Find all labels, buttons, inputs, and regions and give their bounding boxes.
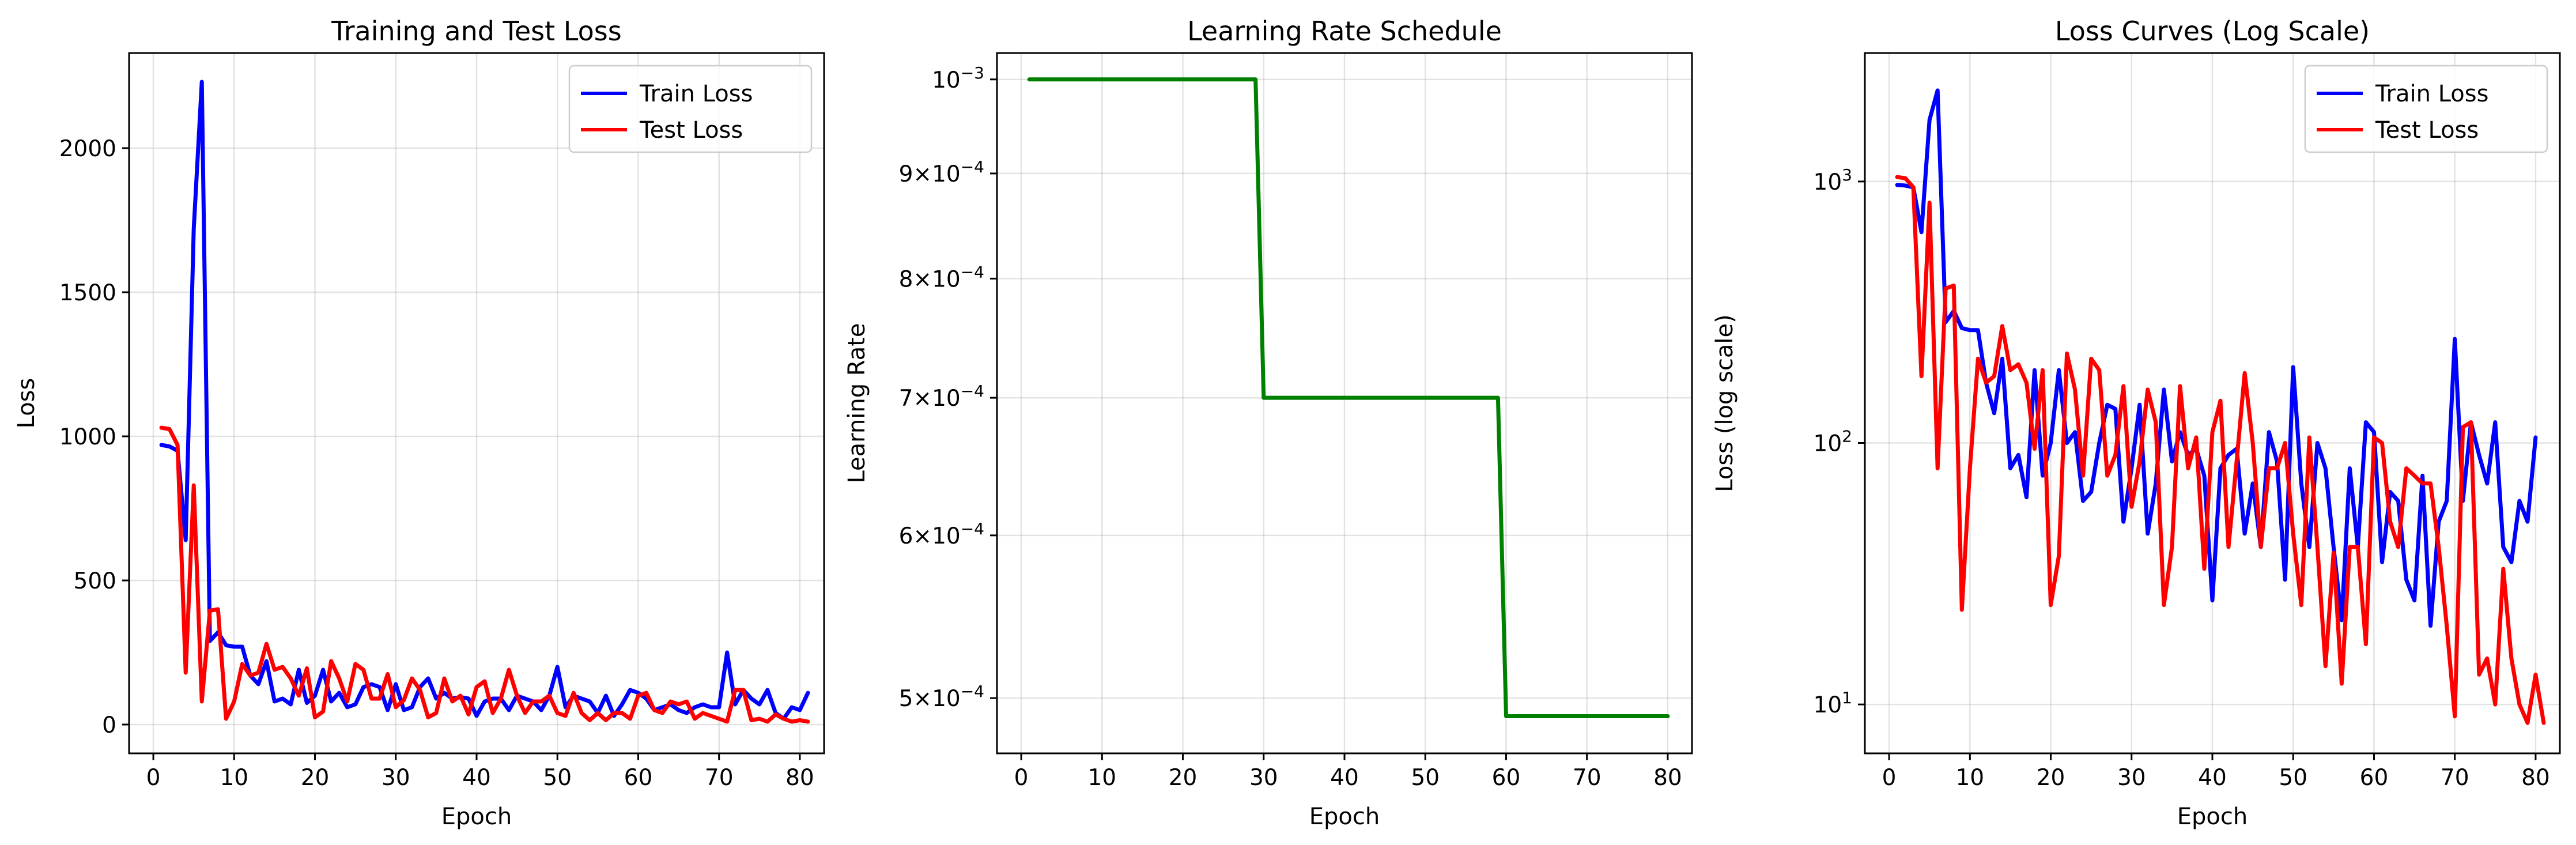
y-ticks: 101 102 103 [1814,165,1865,718]
x-axis-label: Epoch [441,803,512,830]
y-ticks: 10−3 9×10−4 8×10−4 7×10−4 6×10−4 5×10−4 [899,63,997,712]
x-tick-label: 20 [1169,765,1198,791]
y-tick-label: 102 [1814,427,1852,457]
x-ticks: 0 10 20 30 40 50 60 70 80 [1882,753,2550,791]
y-tick-label: 7×10−4 [899,382,984,412]
y-ticks: 0 500 1000 1500 2000 [59,136,129,738]
x-tick-label: 30 [1249,765,1278,791]
legend-box [2304,65,2548,153]
legend-label-train-loss: Train Loss [639,81,753,107]
x-tick-label: 80 [2521,765,2550,791]
x-tick-label: 60 [1492,765,1521,791]
series-lines [1895,88,2546,725]
panel-training-test-loss: 0 10 20 30 40 50 60 70 80 0 500 1000 1500 2000 Train… [13,16,825,830]
x-tick-label: 20 [301,765,330,791]
x-tick-label: 70 [705,765,734,791]
panel-loss-curves-log: 0 10 20 30 40 50 60 70 80 101 102 103 Loss Curves … [1712,16,2561,830]
x-tick-label: 30 [382,765,410,791]
x-tick-label: 0 [1882,765,1897,791]
y-tick-label: 10−3 [932,63,984,93]
y-tick-label: 101 [1814,688,1852,718]
legend: Train Loss Test Loss [568,65,813,153]
y-tick-label: 6×10−4 [899,519,984,549]
x-tick-label: 30 [2117,765,2146,791]
x-tick-label: 70 [1573,765,1601,791]
y-tick-label: 5×10−4 [899,682,984,712]
legend-label-test-loss: Test Loss [2375,117,2479,144]
y-tick-label: 1000 [59,424,116,450]
x-tick-label: 0 [1014,765,1029,791]
legend-box [568,65,813,153]
grid-lines [1865,53,2560,753]
x-tick-label: 50 [2279,765,2307,791]
y-tick-label: 103 [1814,165,1852,195]
y-tick-label: 9×10−4 [899,157,984,187]
y-tick-label: 8×10−4 [899,262,984,292]
y-tick-label: 2000 [59,136,116,162]
x-tick-label: 50 [1411,765,1440,791]
x-tick-label: 0 [146,765,161,791]
chart-title: Learning Rate Schedule [1187,16,1502,47]
x-ticks: 0 10 20 30 40 50 60 70 80 [1014,753,1682,791]
legend: Train Loss Test Loss [2304,65,2548,153]
series-line-train-loss [159,80,810,721]
series-lines [159,80,810,724]
y-axis-label: Loss (log scale) [1712,314,1738,492]
x-tick-label: 60 [2360,765,2389,791]
series-line-learning-rate [1027,77,1670,718]
x-tick-label: 50 [543,765,572,791]
grid-lines [997,53,1692,753]
y-tick-label: 0 [102,712,116,738]
y-tick-label: 1500 [59,280,116,306]
x-tick-label: 80 [1653,765,1682,791]
x-tick-label: 10 [1087,765,1116,791]
y-tick-label: 500 [74,568,116,594]
x-tick-label: 80 [785,765,814,791]
x-axis-label: Epoch [1309,803,1380,830]
panel-learning-rate-schedule: 0 10 20 30 40 50 60 70 80 10−3 9×10−4 8×10−4 7×10−4… [844,16,1693,830]
y-axis-label: Learning Rate [844,323,870,483]
x-tick-label: 10 [1955,765,1984,791]
x-tick-label: 60 [624,765,653,791]
x-tick-label: 40 [462,765,491,791]
series-line-test-loss [1895,175,2546,725]
x-tick-label: 70 [2441,765,2469,791]
x-tick-label: 40 [2198,765,2227,791]
x-tick-label: 10 [220,765,248,791]
x-ticks: 0 10 20 30 40 50 60 70 80 [146,753,814,791]
legend-label-train-loss: Train Loss [2375,81,2488,107]
series-line-test-loss [159,425,810,724]
chart-title: Training and Test Loss [331,16,621,47]
legend-label-test-loss: Test Loss [639,117,743,144]
x-tick-label: 20 [2037,765,2065,791]
x-axis-label: Epoch [2177,803,2248,830]
series-lines [1027,77,1670,718]
y-axis-label: Loss [13,378,40,429]
chart-title: Loss Curves (Log Scale) [2055,16,2370,47]
x-tick-label: 40 [1330,765,1359,791]
series-line-train-loss [1895,88,2538,628]
